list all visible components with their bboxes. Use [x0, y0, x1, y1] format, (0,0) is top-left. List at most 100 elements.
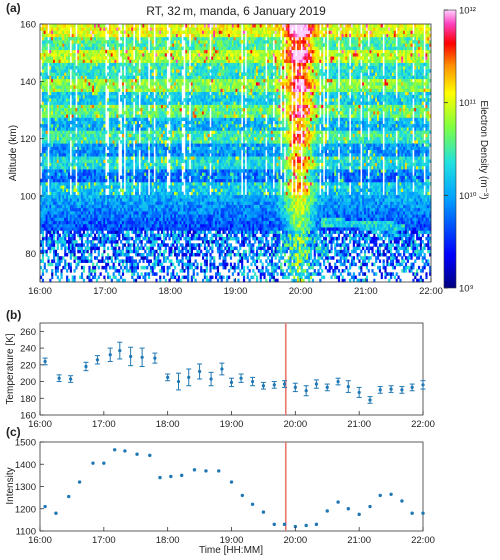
heatmap-cell: [129, 198, 132, 202]
heatmap-cell: [110, 33, 113, 38]
heatmap-cell: [47, 59, 50, 63]
heatmap-cell: [80, 72, 84, 76]
heatmap-cell: [54, 240, 58, 244]
heatmap-cell: [79, 191, 82, 196]
heatmap-cell: [82, 85, 85, 89]
heatmap-cell: [82, 175, 85, 180]
heatmap-cell: [177, 211, 180, 215]
heatmap-cell: [138, 198, 141, 202]
heatmap-cell: [125, 172, 128, 176]
heatmap-cell: [164, 94, 167, 99]
heatmap-cell: [66, 133, 69, 138]
heatmap-cell: [92, 262, 95, 267]
heatmap-cell: [159, 136, 162, 141]
heatmap-cell: [151, 269, 154, 273]
heatmap-cell: [54, 46, 58, 51]
heatmap-cell: [54, 262, 58, 267]
heatmap-cell: [95, 278, 99, 283]
heatmap-cell: [95, 153, 99, 157]
heatmap-cell: [134, 149, 138, 154]
heatmap-cell: [110, 185, 113, 189]
heatmap-cell: [133, 91, 136, 96]
heatmap-cell: [99, 217, 102, 222]
heatmap-cell: [114, 178, 117, 183]
heatmap-cell: [54, 201, 58, 205]
heatmap-cell: [40, 207, 43, 212]
heatmap-cell: [51, 123, 54, 128]
heatmap-cell: [161, 56, 164, 60]
heatmap-cell: [121, 85, 125, 89]
heatmap-cell: [97, 172, 100, 176]
heatmap-cell: [49, 69, 52, 73]
heatmap-cell: [101, 188, 104, 192]
heatmap-cell: [58, 165, 61, 170]
heatmap-cell: [170, 40, 173, 44]
heatmap-cell: [172, 78, 175, 83]
heatmap-cell: [51, 98, 54, 102]
heatmap-cell: [67, 146, 71, 151]
heatmap-cell: [71, 120, 74, 125]
heatmap-cell: [175, 252, 179, 257]
heatmap-cell: [90, 40, 93, 44]
heatmap-cell: [125, 69, 128, 73]
heatmap-cell: [164, 178, 167, 183]
heatmap-cell: [110, 140, 113, 144]
heatmap-cell: [92, 53, 95, 57]
heatmap-cell: [153, 256, 156, 260]
heatmap-cell: [172, 91, 175, 96]
heatmap-cell: [172, 156, 175, 160]
heatmap-cell: [95, 49, 99, 54]
heatmap-cell: [121, 233, 125, 238]
heatmap-cell: [101, 53, 104, 57]
heatmap-cell: [149, 236, 153, 241]
heatmap-cell: [114, 36, 117, 41]
heatmap-cell: [136, 136, 139, 141]
heatmap-cell: [45, 82, 48, 86]
heatmap-cell: [92, 275, 95, 280]
heatmap-cell: [112, 62, 115, 67]
heatmap-cell: [69, 265, 72, 270]
heatmap-cell: [99, 36, 102, 41]
heatmap-cell: [66, 85, 69, 89]
heatmap-cell: [101, 191, 104, 196]
heatmap-cell: [110, 153, 113, 157]
heatmap-cell: [172, 269, 175, 273]
heatmap-cell: [43, 33, 46, 38]
heatmap-cell: [80, 272, 84, 276]
heatmap-cell: [64, 65, 67, 70]
heatmap-cell: [94, 36, 97, 41]
heatmap-cell: [79, 133, 82, 138]
heatmap-cell: [49, 65, 52, 70]
heatmap-cell: [86, 133, 89, 138]
heatmap-cell: [62, 223, 65, 228]
heatmap-cell: [101, 233, 104, 238]
heatmap-cell: [49, 56, 52, 60]
heatmap-cell: [162, 204, 166, 209]
heatmap-cell: [77, 182, 80, 186]
heatmap-cell: [140, 265, 143, 270]
heatmap-cell: [41, 117, 45, 122]
heatmap-cell: [54, 217, 58, 222]
heatmap-cell: [56, 256, 59, 260]
heatmap-cell: [60, 117, 63, 122]
heatmap-cell: [101, 159, 104, 163]
heatmap-cell: [108, 53, 112, 57]
heatmap-cell: [114, 114, 117, 118]
heatmap-cell: [136, 162, 139, 167]
heatmap-cell: [101, 165, 104, 170]
heatmap-cell: [94, 101, 97, 105]
heatmap-cell: [144, 172, 147, 176]
heatmap-cell: [77, 62, 80, 67]
heatmap-cell: [67, 207, 71, 212]
heatmap-cell: [129, 214, 132, 218]
heatmap-cell: [66, 159, 69, 163]
heatmap-cell: [77, 107, 80, 112]
heatmap-cell: [86, 33, 89, 38]
heatmap-cell: [107, 146, 110, 151]
heatmap-cell: [114, 133, 117, 138]
heatmap-cell: [140, 175, 143, 180]
heatmap-cell: [51, 175, 54, 180]
heatmap-cell: [49, 230, 52, 234]
heatmap-cell: [170, 207, 173, 212]
heatmap-cell: [58, 72, 61, 76]
